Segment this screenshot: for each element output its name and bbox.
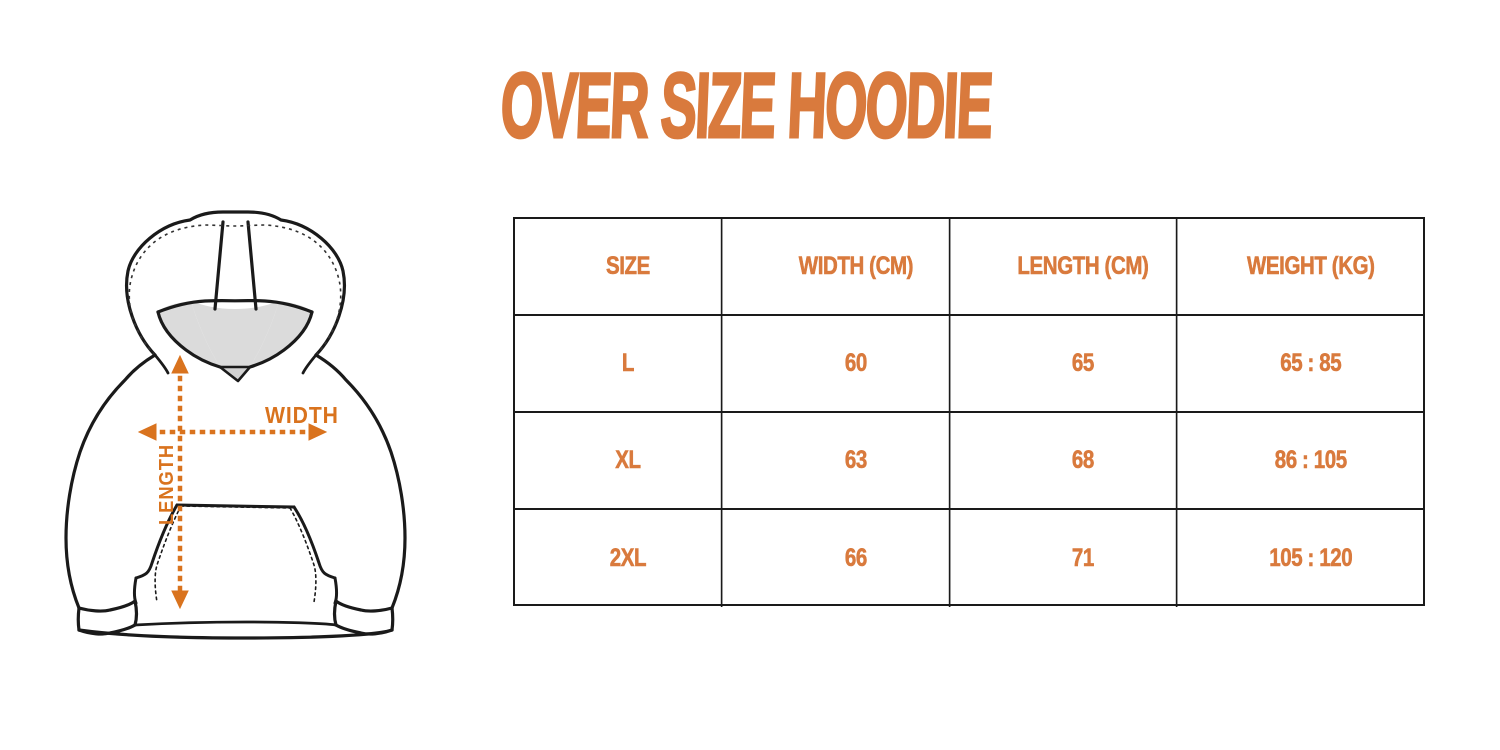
svg-text:LENGTH: LENGTH (156, 444, 178, 525)
svg-text:WIDTH: WIDTH (265, 402, 339, 428)
